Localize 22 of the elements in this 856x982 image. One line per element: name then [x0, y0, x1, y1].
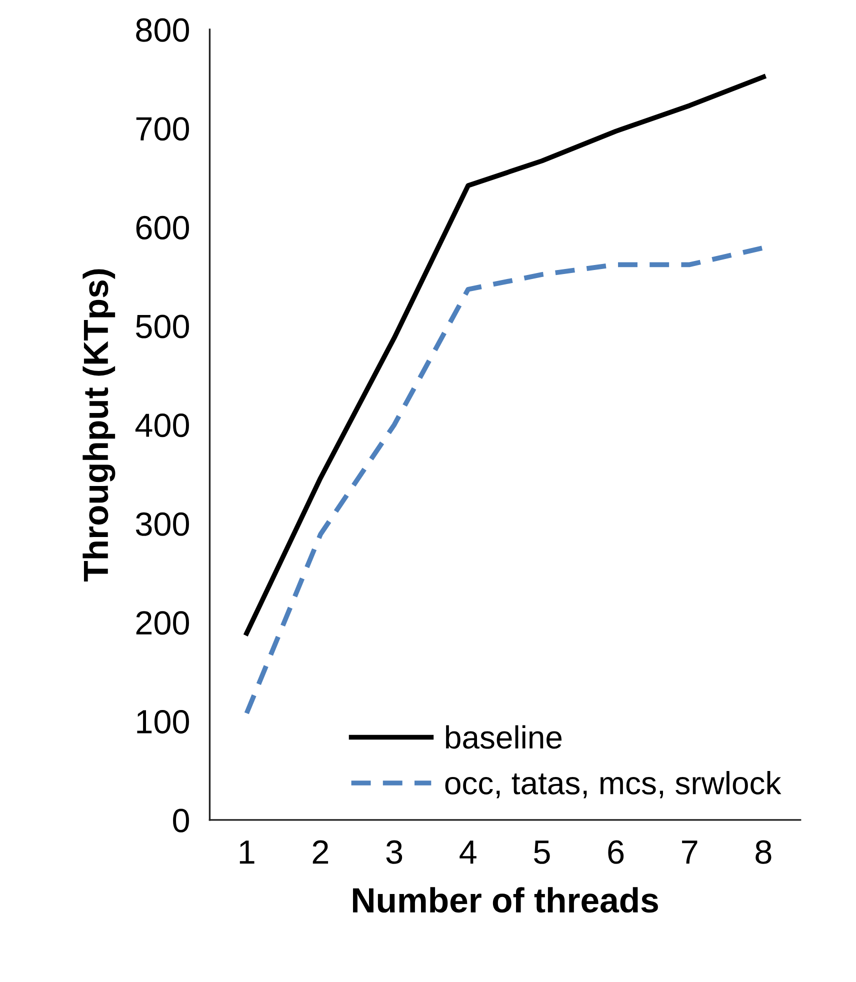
y-tick-label: 0: [173, 808, 189, 832]
x-tick-label: 5: [534, 840, 550, 864]
y-axis-title: Throughput (KTps): [82, 269, 116, 582]
y-tick-label: 600: [136, 216, 189, 240]
x-tick-label: 2: [312, 840, 328, 864]
y-tick-label: 200: [136, 611, 189, 635]
y-tick-label: 400: [135, 414, 189, 438]
y-tick-label: 100: [137, 710, 189, 734]
x-tick-label: 7: [682, 840, 698, 864]
x-axis-title: Number of threads: [353, 887, 658, 913]
x-tick-label: 6: [608, 840, 624, 864]
x-tick-label: 3: [386, 840, 402, 864]
line-series: [244, 74, 766, 636]
y-tick-label: 700: [136, 117, 189, 141]
x-tick-label: 1: [240, 840, 254, 864]
y-tick-label: 500: [136, 314, 189, 338]
legend-label: occ, tatas, mcs, srwlock: [445, 771, 782, 798]
y-tick-label: 300: [136, 512, 189, 536]
x-tick-label: 4: [460, 840, 476, 864]
legend-label: baseline: [446, 725, 562, 749]
y-tick-label: 800: [136, 18, 189, 42]
x-tick-label: 8: [756, 840, 772, 864]
